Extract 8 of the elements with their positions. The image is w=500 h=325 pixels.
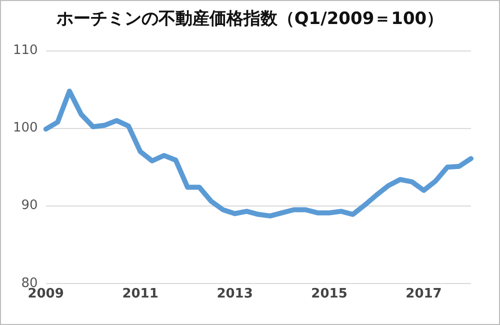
x-tick-label: 2017: [406, 286, 442, 302]
x-tick-label: 2015: [311, 286, 348, 302]
y-tick-label: 110: [12, 43, 38, 58]
y-tick-label: 90: [21, 198, 38, 214]
y-tick-label: 100: [12, 120, 38, 136]
chart-title: ホーチミンの不動産価格指数（Q1/2009＝100）: [55, 8, 445, 30]
x-tick-label: 2013: [216, 286, 253, 302]
x-tick-label: 2011: [122, 286, 158, 302]
